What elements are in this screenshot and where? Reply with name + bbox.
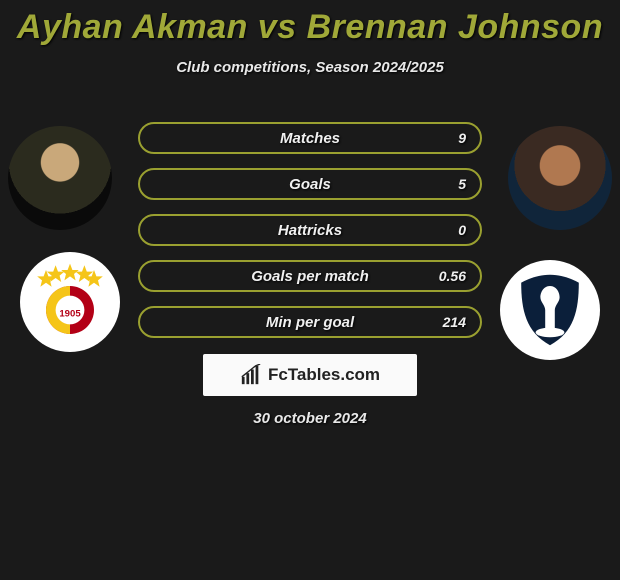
stat-value: 5 bbox=[458, 176, 466, 192]
tottenham-icon bbox=[510, 270, 590, 350]
stat-value: 214 bbox=[443, 314, 466, 330]
player-left-avatar bbox=[8, 126, 112, 230]
player-right-avatar bbox=[508, 126, 612, 230]
stat-value: 9 bbox=[458, 130, 466, 146]
stat-row: Min per goal 214 bbox=[138, 306, 482, 338]
stat-label: Hattricks bbox=[140, 222, 480, 239]
stat-row: Matches 9 bbox=[138, 122, 482, 154]
stat-row: Goals per match 0.56 bbox=[138, 260, 482, 292]
svg-text:1905: 1905 bbox=[59, 308, 81, 319]
stat-label: Min per goal bbox=[140, 314, 480, 331]
stat-value: 0.56 bbox=[439, 268, 466, 284]
subtitle: Club competitions, Season 2024/2025 bbox=[0, 59, 620, 76]
brand-label: FcTables.com bbox=[268, 365, 380, 385]
date-label: 30 october 2024 bbox=[0, 410, 620, 427]
galatasaray-icon: 1905 bbox=[30, 262, 110, 342]
stat-label: Goals per match bbox=[140, 268, 480, 285]
stat-label: Matches bbox=[140, 130, 480, 147]
brand-badge: FcTables.com bbox=[203, 354, 417, 396]
stats-bars: Matches 9 Goals 5 Hattricks 0 Goals per … bbox=[138, 122, 482, 352]
stat-row: Goals 5 bbox=[138, 168, 482, 200]
stat-value: 0 bbox=[458, 222, 466, 238]
stat-label: Goals bbox=[140, 176, 480, 193]
stat-row: Hattricks 0 bbox=[138, 214, 482, 246]
club-right-badge bbox=[500, 260, 600, 360]
club-left-badge: 1905 bbox=[20, 252, 120, 352]
chart-icon bbox=[240, 364, 262, 386]
page-title: Ayhan Akman vs Brennan Johnson bbox=[0, 0, 620, 47]
